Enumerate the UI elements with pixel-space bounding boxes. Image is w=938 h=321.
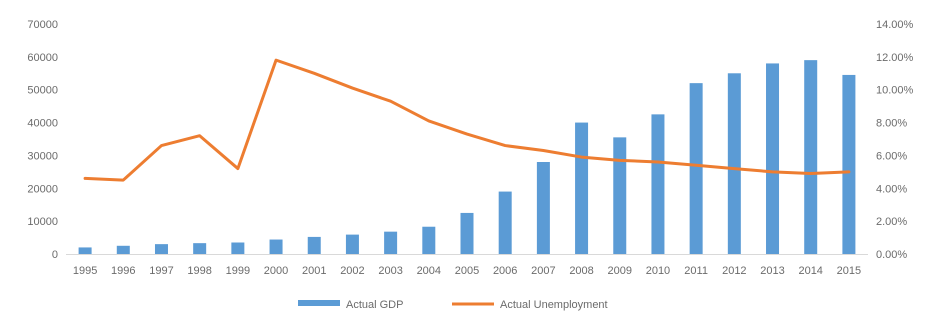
bar-gdp-2010 [651, 114, 665, 254]
legend: Actual GDP Actual Unemployment [298, 299, 608, 311]
bar-gdp-2003 [384, 231, 398, 254]
right-tick-label: 4.00% [876, 183, 907, 195]
left-tick-label: 70000 [27, 19, 58, 31]
left-tick-label: 30000 [27, 150, 58, 162]
x-tick-label: 1997 [149, 265, 173, 277]
x-tick-label: 2000 [264, 265, 288, 277]
x-tick-label: 2008 [569, 265, 593, 277]
left-tick-label: 20000 [27, 183, 58, 195]
bar-gdp-2004 [422, 226, 436, 254]
legend-label-gdp: Actual GDP [346, 299, 403, 311]
left-axis: 0 10000 20000 30000 40000 50000 60000 70000 [27, 19, 58, 261]
left-tick-label: 10000 [27, 216, 58, 228]
right-tick-label: 14.00% [876, 19, 914, 31]
right-tick-label: 12.00% [876, 52, 914, 64]
x-tick-label: 2014 [798, 265, 822, 277]
x-tick-label: 2015 [837, 265, 861, 277]
bar-gdp-2002 [345, 234, 359, 254]
left-tick-label: 0 [52, 249, 58, 261]
x-tick-label: 2004 [417, 265, 441, 277]
bar-gdp-2014 [804, 60, 818, 254]
x-tick-label: 1999 [226, 265, 250, 277]
right-tick-label: 10.00% [876, 85, 914, 97]
x-tick-label: 2011 [684, 265, 708, 277]
x-tick-label: 2002 [340, 265, 364, 277]
x-axis: 1995 1996 1997 1998 1999 2000 2001 2002 2003 2004… [66, 254, 868, 277]
bar-gdp-2000 [269, 239, 283, 254]
bar-gdp-2011 [689, 83, 703, 254]
bar-gdp-2007 [536, 162, 550, 254]
x-tick-label: 2009 [608, 265, 632, 277]
bar-gdp-2012 [727, 73, 741, 254]
bar-gdp-2009 [613, 137, 627, 254]
bar-gdp-1999 [231, 242, 245, 254]
legend-label-unemployment: Actual Unemployment [500, 299, 608, 311]
right-tick-label: 6.00% [876, 150, 907, 162]
line-layer [83, 58, 851, 182]
x-tick-label: 1995 [73, 265, 97, 277]
bar-gdp-1998 [193, 243, 207, 254]
right-tick-label: 0.00% [876, 249, 907, 261]
x-tick-label: 2001 [302, 265, 326, 277]
left-tick-label: 40000 [27, 118, 58, 130]
bars-layer [78, 60, 856, 255]
left-tick-label: 50000 [27, 85, 58, 97]
x-tick-label: 2013 [760, 265, 784, 277]
x-tick-label: 2007 [531, 265, 555, 277]
bar-gdp-2013 [766, 63, 780, 255]
bar-gdp-2001 [307, 236, 321, 254]
bar-gdp-1995 [78, 247, 92, 254]
bar-gdp-1997 [154, 244, 168, 254]
bar-gdp-2005 [460, 212, 474, 254]
bar-gdp-2015 [842, 74, 856, 255]
x-tick-label: 1996 [111, 265, 135, 277]
bar-gdp-1996 [116, 245, 130, 254]
x-tick-label: 2003 [378, 265, 402, 277]
left-tick-label: 60000 [27, 52, 58, 64]
x-tick-label: 2005 [455, 265, 479, 277]
bar-gdp-2006 [498, 191, 512, 254]
legend-swatch-gdp [298, 300, 340, 306]
x-tick-label: 1998 [187, 265, 211, 277]
right-tick-label: 8.00% [876, 118, 907, 130]
x-tick-label: 2006 [493, 265, 517, 277]
bar-gdp-2008 [575, 122, 589, 254]
right-tick-label: 2.00% [876, 216, 907, 228]
right-axis: 0.00% 2.00% 4.00% 6.00% 8.00% 10.00% 12.00% 14.… [876, 19, 914, 261]
x-tick-label: 2010 [646, 265, 670, 277]
x-tick-label: 2012 [722, 265, 746, 277]
